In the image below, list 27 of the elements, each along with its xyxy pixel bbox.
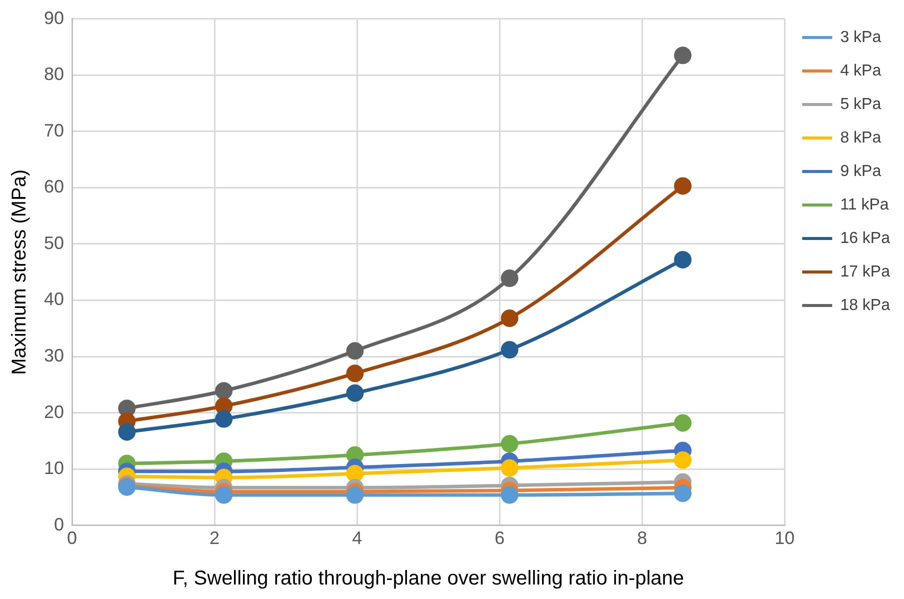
legend-label: 16 kPa xyxy=(840,230,890,247)
legend-label: 18 kPa xyxy=(840,296,890,314)
y-tick-label: 20 xyxy=(44,402,64,422)
legend-label: 17 kPa xyxy=(840,263,890,280)
x-tick-label: 2 xyxy=(210,528,220,548)
y-tick-label: 80 xyxy=(44,64,64,84)
legend-label: 11 kPa xyxy=(840,196,889,214)
y-tick-label: 70 xyxy=(44,120,64,140)
y-tick-label: 60 xyxy=(44,176,64,197)
y-tick-label: 0 xyxy=(54,514,64,534)
legend-label: 9 kPa xyxy=(840,162,882,180)
y-tick-label: 90 xyxy=(44,8,64,28)
legend-label: 4 kPa xyxy=(840,62,882,80)
x-tick-label: 8 xyxy=(637,528,648,548)
y-tick-label: 30 xyxy=(44,346,64,366)
y-tick-label: 40 xyxy=(44,289,64,310)
x-tick-label: 0 xyxy=(67,528,78,548)
legend-label: 5 kPa xyxy=(840,96,882,113)
y-tick-label: 50 xyxy=(44,232,64,253)
x-tick-label: 4 xyxy=(352,528,362,548)
x-tick-label: 6 xyxy=(494,528,505,548)
x-axis-title: F, Swelling ratio through-plane over swelling ratio in-plane xyxy=(172,568,684,590)
legend-label: 8 kPa xyxy=(840,129,882,146)
y-tick-label: 10 xyxy=(44,458,64,478)
legend-label: 3 kPa xyxy=(840,28,882,46)
y-axis-title: Maximum stress (MPa) xyxy=(8,169,31,375)
x-tick-label: 10 xyxy=(774,528,795,548)
